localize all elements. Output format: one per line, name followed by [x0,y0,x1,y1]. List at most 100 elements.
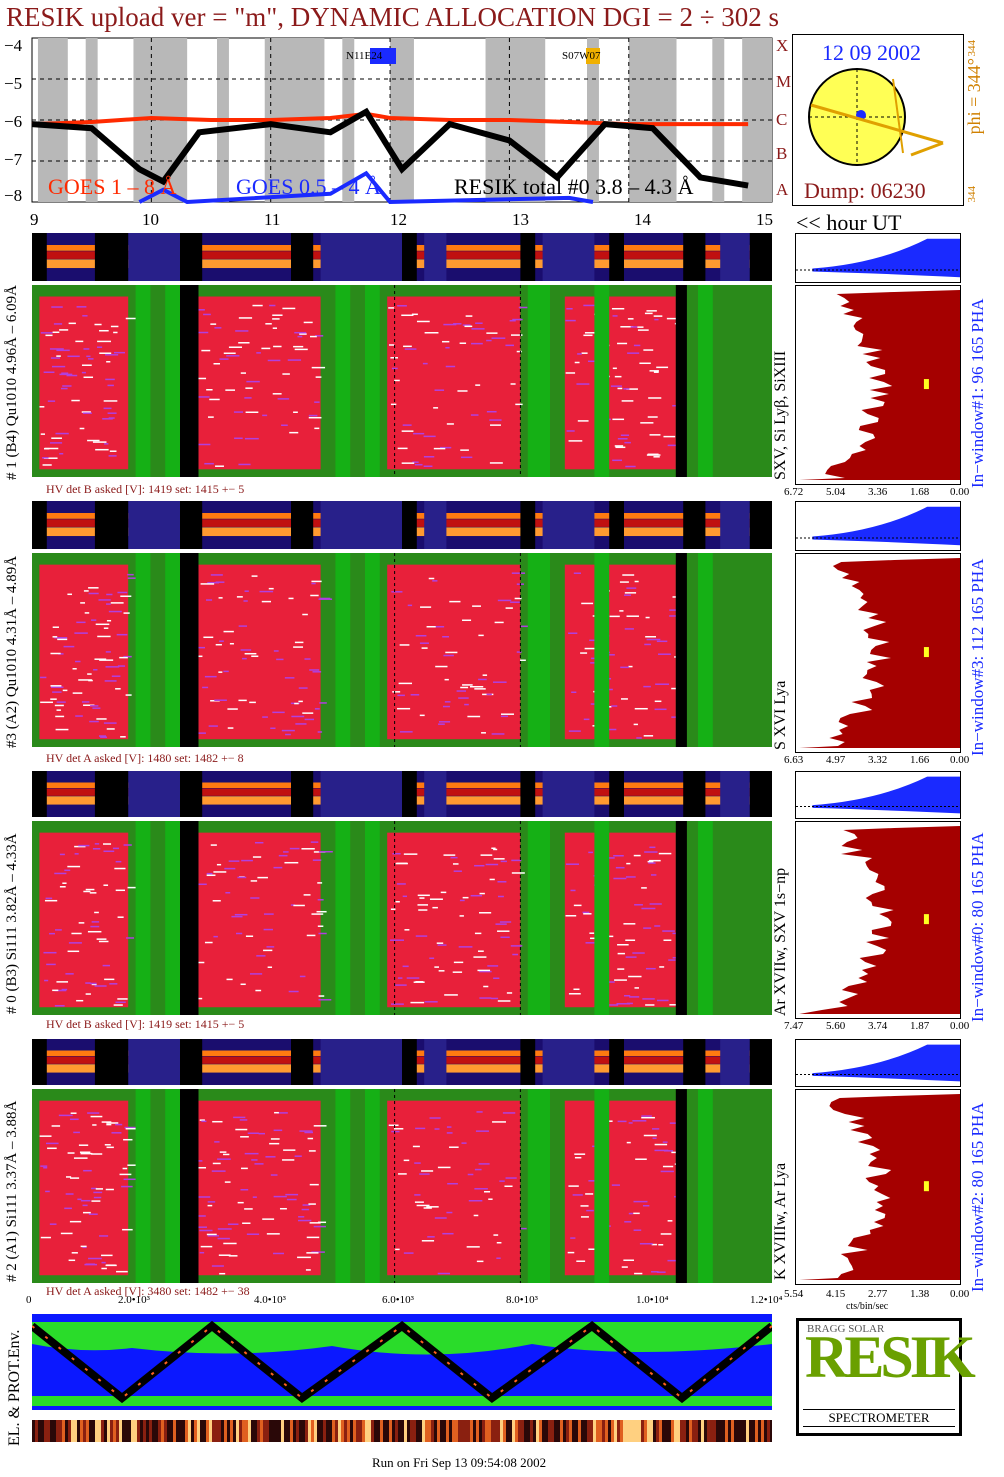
y-tick: −4 [4,36,23,55]
phi-label: phi = 344° [964,58,984,135]
sun-panel [792,34,964,206]
time-tick: 10 [142,210,159,229]
intensity-strip [32,771,772,817]
window-marker [923,914,929,925]
in-window-label: In−window#0: 80 165 PHA [968,832,987,1022]
channel-block [32,501,772,751]
channel-lines: S XVI Lya [772,680,789,750]
hv-readout: HV det B asked [V]: 1419 set: 1415 +− 5 [46,1017,245,1031]
y-tick: −7 [4,150,23,169]
env-tick: 6.0•10³ [382,1294,414,1306]
active-region-label: S07W07 [562,50,601,62]
hist-tick: 4.15 [826,1288,846,1300]
active-region-label: N11E24 [346,50,383,62]
channel-block [32,233,772,483]
region2-marker [586,48,600,64]
hist-tick: 0.00 [950,1288,970,1300]
intensity-strip [32,1039,772,1085]
spectrogram [32,553,772,747]
class-letter: X [776,36,789,55]
series-line [31,107,749,189]
hist-tick: 0.00 [950,754,970,766]
hist-tick: 4.97 [826,754,846,766]
time-axis: 9 10 11 12 13 14 15 [0,210,790,234]
time-unit-label: << hour UT [796,210,902,235]
class-letter: B [776,144,788,163]
time-tick: 12 [390,210,407,229]
class-letter: C [776,110,788,129]
pha-top-shape [812,506,960,546]
channel-lines: SXV, Si Lyβ, SiXIII [772,350,789,480]
channel-label: #3 (A2) Qu1010 4.31Å – 4.89Å [4,555,20,748]
hv-readout: HV det B asked [V]: 1419 set: 1415 +− 5 [46,482,245,496]
class-letter: A [776,180,789,199]
channel-label: # 0 (B3) Si111 3.82Å – 4.33Å [4,833,20,1014]
class-letter: M [776,72,792,91]
eclipse-band [712,38,725,202]
env-tick: 2.0•10³ [118,1294,150,1306]
hv-readout: HV det A asked [V]: 1480 set: 1482 +− 8 [46,751,244,765]
channel-label: # 1 (B4) Qu1010 4.96Å – 6.09Å [4,285,20,480]
env-tick: 1.0•10⁴ [636,1294,669,1306]
region1-marker [370,48,396,64]
hist-tick: 1.38 [910,1288,930,1300]
hist-tick: 3.36 [868,486,888,498]
window-marker [923,1181,929,1192]
pha-histogram-top [795,1039,961,1087]
time-tick: 11 [264,210,281,229]
sun-disk-plot [808,68,944,166]
logo-small: BRAGG SOLAR [807,1323,885,1335]
channel-block [32,771,772,1017]
env-label: EL. & PROT.Env. [6,1329,23,1446]
hist-tick: 3.32 [868,754,888,766]
pha-top-shape [812,1044,960,1082]
in-window-label: In−window#3: 112 165 PHA [968,558,987,756]
y-tick: −6 [4,112,23,131]
hist-tick: 6.72 [784,486,804,498]
phi-small: 344 [966,40,978,57]
y-tick: −5 [4,74,23,93]
pha-histogram [795,1089,961,1285]
pha-histogram [795,553,961,753]
roll-axis [810,103,944,145]
env-tick: 4.0•10³ [254,1294,286,1306]
y-tick: −8 [4,186,23,205]
hist-tick: 6.63 [784,754,804,766]
time-tick: 13 [512,210,529,229]
run-timestamp: Run on Fri Sep 13 09:54:08 2002 [372,1455,547,1470]
window-marker [923,379,929,390]
hist-tick: 0.00 [950,486,970,498]
hist-tick: 7.47 [784,1020,804,1032]
hist-tick: 2.77 [868,1288,888,1300]
hist-tick: 5.54 [784,1288,804,1300]
sun-date: 12 09 2002 [822,40,921,65]
time-tick: 9 [30,210,39,229]
legend-goes-short: GOES 0.5 – 4 Å [236,174,381,199]
channel-lines: K XVIIIw, Ar Lya [772,1162,789,1280]
pha-histogram-top [795,501,961,551]
channel-label: # 2 (A1) Si111 3.37Å – 3.88Å [4,1100,20,1282]
time-tick: 14 [634,210,651,229]
spectrogram [32,285,772,477]
logo-letters: RESIK [805,1324,976,1390]
legend-goes-long: GOES 1 – 8 Å [48,174,177,199]
logo-word: SPECTROMETER [803,1409,955,1427]
phi-small: 344 [966,186,978,203]
channel-lines: Ar XVIIw, SXV 1s−np [772,867,789,1016]
series-line [138,170,594,205]
resik-logo: RESIK BRAGG SOLAR SPECTROMETER [796,1318,976,1436]
env-tick: 8.0•10³ [506,1294,538,1306]
hist-tick: 1.66 [910,754,930,766]
pha-top-shape [812,238,960,278]
pha-histogram-top [795,771,961,819]
hist-tick: 5.60 [826,1020,846,1032]
env-strip [32,1420,772,1442]
hist-tick: 0.00 [950,1020,970,1032]
pha-histogram-shape [799,558,960,748]
pha-top-shape [812,776,960,814]
pha-histogram [795,821,961,1019]
intensity-strip [32,501,772,549]
lightcurve-plot [31,37,773,205]
channel-block [32,1039,772,1283]
hist-tick: 3.74 [868,1020,888,1032]
